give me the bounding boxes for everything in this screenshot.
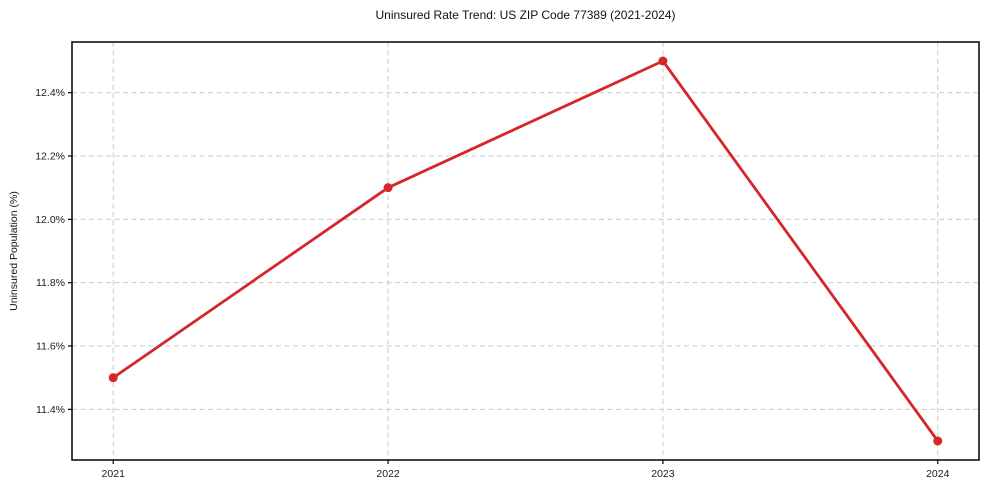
- data-point-2021: [108, 373, 118, 383]
- y-tick-label: 12.4%: [35, 87, 65, 99]
- y-tick-label: 12.0%: [35, 214, 65, 226]
- y-tick-label: 11.8%: [36, 277, 65, 289]
- y-tick-label: 11.4%: [36, 404, 65, 416]
- data-point-2024: [933, 436, 943, 446]
- data-point-2022: [383, 183, 393, 193]
- y-tick-label: 11.6%: [36, 341, 65, 353]
- y-tick-label: 12.2%: [35, 151, 65, 163]
- trend-line: [111, 59, 940, 443]
- chart-title: Uninsured Rate Trend: US ZIP Code 77389 …: [375, 8, 676, 22]
- x-tick-label: 2022: [376, 468, 400, 480]
- plot-border: [71, 41, 980, 461]
- x-tick-label: 2023: [651, 468, 675, 480]
- x-tick-label: 2021: [102, 468, 126, 480]
- data-point-2023: [658, 56, 668, 66]
- x-tick-label: 2024: [926, 468, 950, 480]
